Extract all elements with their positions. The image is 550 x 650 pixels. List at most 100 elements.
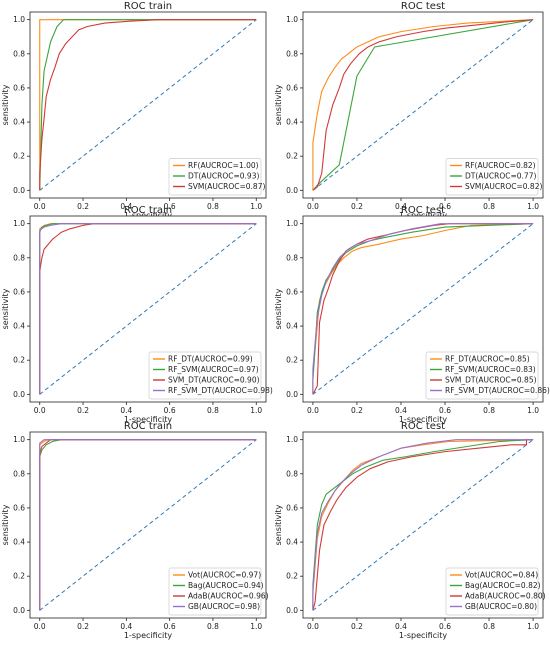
- legend: Vot(AUCROC=0.84)Bag(AUCROC=0.82) AdaB(AUC…: [445, 567, 546, 616]
- legend-box: [445, 567, 539, 616]
- legend-box: [168, 158, 262, 196]
- legend-label: DT(AUCROC=0.77): [465, 172, 536, 181]
- x-tick-label: 0.4: [120, 622, 132, 631]
- y-tick-label: 0.6: [13, 83, 25, 92]
- y-tick-label: 0.2: [286, 152, 298, 161]
- y-tick-label: 0.2: [13, 572, 25, 581]
- legend-label: RF(AUCROC=1.00): [188, 161, 259, 170]
- chance-diagonal: [39, 439, 257, 611]
- y-tick-label: 0.8: [13, 469, 25, 478]
- y-tick-label: 0.6: [286, 287, 298, 296]
- legend-label: RF_DT(AUCROC=0.85): [445, 355, 530, 364]
- x-tick-label: 0.8: [207, 622, 219, 631]
- legend-box: [148, 351, 262, 400]
- panel-title: ROC test: [401, 421, 445, 432]
- x-tick-label: 1.0: [250, 622, 262, 631]
- y-tick-label: 0.4: [13, 322, 25, 331]
- legend-label: RF_SVM(AUCROC=0.97): [168, 365, 259, 374]
- y-tick-label: 0.2: [13, 152, 25, 161]
- x-tick-label: 0.2: [351, 622, 363, 631]
- y-tick-label: 0.8: [286, 469, 298, 478]
- panel-title: ROC train: [124, 1, 172, 12]
- chance-diagonal: [39, 223, 257, 395]
- legend-label: RF_DT(AUCROC=0.99): [168, 355, 253, 364]
- legend-label: Vot(AUCROC=0.97): [188, 571, 261, 580]
- x-tick-label: 0.8: [207, 406, 219, 415]
- x-tick-label: 0.6: [164, 406, 176, 415]
- roc-curve-4: [312, 439, 534, 611]
- x-axis-title: 1-specificity: [399, 211, 448, 220]
- roc-curve-3: [312, 439, 534, 611]
- x-tick-label: 0.4: [395, 202, 407, 211]
- legend-label: Bag(AUCROC=0.94): [188, 581, 264, 590]
- y-tick-label: 0.0: [13, 606, 25, 615]
- y-tick-label: 0.4: [286, 322, 298, 331]
- legend-label: GB(AUCROC=0.98): [188, 602, 260, 611]
- x-tick-label: 0.2: [77, 622, 89, 631]
- x-tick-label: 0.0: [307, 202, 319, 211]
- roc-panel-2: ROC test 0.0 0.2 0.4 0.6 0.8 1.0 0.0 0.2 0.4 0.6 0.…: [274, 1, 544, 220]
- x-tick-label: 1.0: [527, 406, 539, 415]
- legend-label: AdaB(AUCROC=0.80): [465, 592, 546, 601]
- x-tick-label: 0.0: [307, 622, 319, 631]
- y-tick-label: 0.4: [286, 118, 298, 127]
- y-axis-title: sensitivity: [274, 288, 283, 329]
- x-tick-label: 0.0: [307, 406, 319, 415]
- roc-panel-1: ROC train 0.0 0.2 0.4 0.6 0.8 1.0 0.0 0.2 0.4 0.6 0…: [1, 1, 267, 220]
- x-tick-label: 0.6: [439, 406, 451, 415]
- x-tick-label: 0.8: [207, 202, 219, 211]
- legend: Vot(AUCROC=0.97)Bag(AUCROC=0.94) AdaB(AUC…: [168, 567, 269, 616]
- x-tick-label: 0.8: [483, 622, 495, 631]
- roc-curve-3: [312, 19, 534, 191]
- x-tick-label: 0.4: [395, 406, 407, 415]
- x-tick-label: 1.0: [250, 406, 262, 415]
- x-tick-label: 0.6: [164, 622, 176, 631]
- legend-label: SVM_DT(AUCROC=0.90): [168, 376, 260, 385]
- y-tick-label: 0.6: [13, 287, 25, 296]
- y-tick-label: 0.8: [286, 49, 298, 58]
- x-tick-label: 0.0: [34, 406, 46, 415]
- roc-curve-1: [312, 19, 534, 191]
- panel-title: ROC train: [124, 421, 172, 432]
- x-tick-label: 0.4: [395, 622, 407, 631]
- x-axis-title: 1-specificity: [124, 211, 173, 220]
- y-tick-label: 0.8: [13, 253, 25, 262]
- legend-label: Vot(AUCROC=0.84): [465, 571, 538, 580]
- roc-panel-5: ROC train 0.0 0.2 0.4 0.6 0.8 1.0 0.0 0.2 0.4 0.6 0…: [1, 421, 269, 640]
- roc-curve-2: [39, 19, 257, 191]
- y-tick-label: 0.6: [286, 83, 298, 92]
- roc-curve-2: [312, 439, 534, 611]
- x-axis-title: 1-specificity: [399, 631, 448, 640]
- y-axis-title: sensitivity: [274, 504, 283, 545]
- y-tick-label: 0.6: [286, 503, 298, 512]
- roc-curve-4: [39, 223, 257, 395]
- x-tick-label: 0.8: [483, 202, 495, 211]
- legend-label: SVM_DT(AUCROC=0.85): [445, 376, 537, 385]
- y-tick-label: 1.0: [286, 435, 298, 444]
- legend: RF_DT(AUCROC=0.85)RF_SVM(AUCROC=0.83) SVM…: [425, 351, 550, 400]
- x-axis-title: 1-specificity: [124, 415, 173, 424]
- y-tick-label: 0.0: [13, 390, 25, 399]
- y-tick-label: 0.6: [13, 503, 25, 512]
- y-tick-label: 1.0: [286, 219, 298, 228]
- legend-box: [168, 567, 262, 616]
- y-axis-title: sensitivity: [1, 288, 10, 329]
- x-axis-title: 1-specificity: [124, 631, 173, 640]
- x-tick-label: 0.6: [164, 202, 176, 211]
- x-tick-label: 0.0: [34, 202, 46, 211]
- legend-label: GB(AUCROC=0.80): [465, 602, 537, 611]
- legend-label: RF(AUCROC=0.82): [465, 161, 536, 170]
- y-tick-label: 1.0: [286, 15, 298, 24]
- x-tick-label: 0.0: [34, 622, 46, 631]
- legend-label: RF_SVM_DT(AUCROC=0.86): [445, 386, 550, 395]
- roc-panel-4: ROC test 0.0 0.2 0.4 0.6 0.8 1.0 0.0 0.2 0.4 0.6 0.…: [274, 205, 550, 424]
- x-tick-label: 0.2: [77, 202, 89, 211]
- roc-panel-3: ROC train 0.0 0.2 0.4 0.6 0.8 1.0 0.0 0.2 0.4 0.6 0…: [1, 205, 273, 424]
- y-axis-title: sensitivity: [274, 84, 283, 125]
- roc-panel-6: ROC test 0.0 0.2 0.4 0.6 0.8 1.0 0.0 0.2 0.4 0.6 0.…: [274, 421, 546, 640]
- roc-curve-2: [312, 19, 534, 191]
- y-tick-label: 0.0: [286, 606, 298, 615]
- panel-title: ROC test: [401, 1, 445, 12]
- legend-box: [445, 158, 539, 196]
